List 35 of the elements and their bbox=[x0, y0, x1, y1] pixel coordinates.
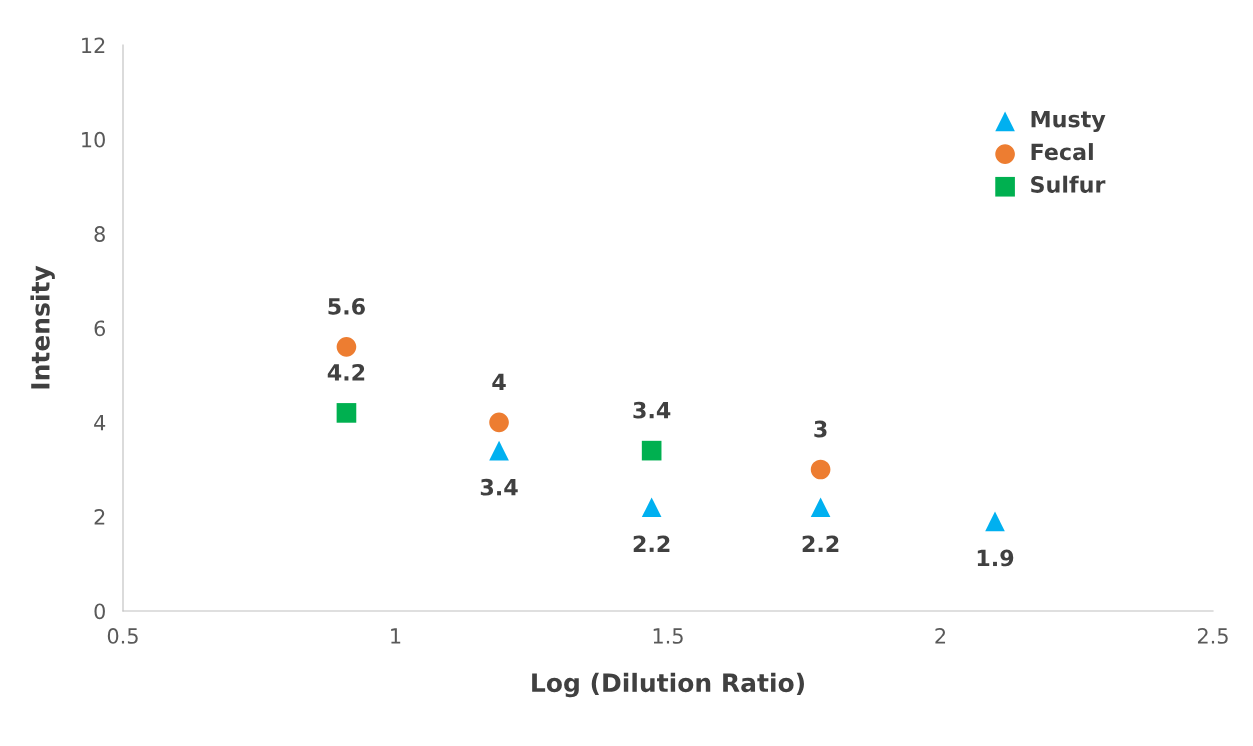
data-label: 4 bbox=[492, 373, 506, 390]
data-label: 1.9 bbox=[977, 549, 1014, 567]
point bbox=[336, 337, 357, 357]
point bbox=[489, 440, 509, 461]
data-label: 3.4 bbox=[480, 478, 518, 496]
y-tick-label: 2 bbox=[94, 509, 105, 525]
legend-label: Musty bbox=[1031, 110, 1106, 132]
data-label: 3.4 bbox=[633, 401, 671, 419]
data-label: 2.2 bbox=[633, 535, 670, 552]
y-axis-title: Intensity bbox=[30, 265, 55, 389]
y-tick-label: 4 bbox=[94, 415, 106, 431]
data-label: 5.6 bbox=[328, 298, 365, 315]
point bbox=[641, 440, 662, 461]
point bbox=[810, 459, 831, 480]
x-tick-label: 1.5 bbox=[653, 628, 683, 644]
x-axis-title: Log (Dilution Ratio) bbox=[532, 672, 804, 698]
point bbox=[336, 403, 357, 423]
point bbox=[810, 497, 831, 518]
x-tick-label: 2 bbox=[935, 628, 946, 644]
x-tick-label: 2.5 bbox=[1197, 628, 1228, 644]
legend-label: Sulfur bbox=[1031, 175, 1106, 193]
point bbox=[985, 511, 1005, 532]
x-tick-label: 0.5 bbox=[107, 628, 138, 644]
data-label: 3 bbox=[814, 420, 827, 438]
y-tick-label: 10 bbox=[82, 131, 105, 148]
legend-label: Fecal bbox=[1031, 143, 1093, 161]
x-tick-label: 1 bbox=[391, 628, 401, 644]
y-tick-label: 6 bbox=[94, 320, 106, 337]
y-tick-label: 8 bbox=[94, 226, 105, 242]
data-label: 4.2 bbox=[327, 364, 365, 381]
y-tick-label: 12 bbox=[82, 37, 105, 53]
point bbox=[489, 412, 509, 433]
y-tick-label: 0 bbox=[94, 603, 105, 620]
data-label: 2.2 bbox=[802, 535, 839, 552]
point bbox=[641, 497, 662, 518]
